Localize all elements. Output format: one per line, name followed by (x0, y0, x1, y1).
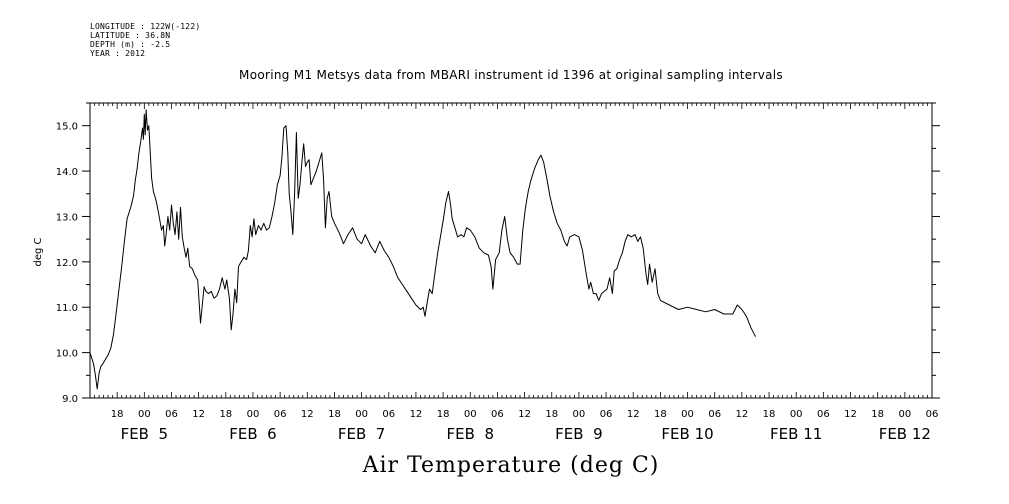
x-tick-label: 06 (817, 409, 830, 420)
x-axis-title: Air Temperature (deg C) (362, 453, 660, 478)
x-tick-label: 06 (274, 409, 287, 420)
x-tick-label: 06 (491, 409, 504, 420)
latitude-text: LATITUDE : 36.8N (90, 31, 171, 40)
x-day-label: FEB 9 (555, 425, 602, 443)
y-tick-label: 13.0 (56, 212, 78, 223)
y-axis-label: deg C (33, 237, 44, 266)
x-tick-label: 12 (844, 409, 857, 420)
x-tick-label: 18 (654, 409, 667, 420)
x-tick-label: 00 (355, 409, 368, 420)
y-tick-label: 15.0 (56, 122, 78, 133)
x-day-label: FEB 5 (121, 425, 168, 443)
x-tick-label: 00 (573, 409, 586, 420)
x-day-label: FEB 12 (879, 425, 931, 443)
series-layer (89, 109, 756, 390)
y-tick-label: 10.0 (56, 349, 78, 360)
x-tick-label: 06 (382, 409, 395, 420)
y-tick-label: 14.0 (56, 167, 78, 178)
x-tick-label: 18 (328, 409, 341, 420)
chart-title: Mooring M1 Metsys data from MBARI instru… (239, 68, 783, 82)
x-tick-label: 00 (681, 409, 694, 420)
x-day-label: FEB 6 (229, 425, 276, 443)
x-tick-label: 18 (111, 409, 124, 420)
station-metadata: LONGITUDE : 122W(-122) LATITUDE : 36.8N … (90, 22, 200, 58)
x-tick-label: 06 (926, 409, 939, 420)
x-day-label: FEB 11 (770, 425, 822, 443)
x-tick-label: 12 (410, 409, 423, 420)
x-tick-label: 18 (763, 409, 776, 420)
x-tick-label: 18 (219, 409, 232, 420)
x-tick-label: 06 (600, 409, 613, 420)
x-tick-label: 06 (165, 409, 178, 420)
x-tick-label: 00 (138, 409, 151, 420)
depth-text: DEPTH (m) : -2.5 (90, 40, 171, 49)
x-tick-label: 12 (627, 409, 640, 420)
x-axis: 18 00 06 12 18 00 06 12 18 00 06 12 18 00 06 12 18 00 06 12… (111, 409, 939, 443)
air-temperature-line-0 (89, 109, 756, 390)
x-tick-label: 00 (464, 409, 477, 420)
x-day-label: FEB 7 (338, 425, 385, 443)
x-tick-label: 18 (437, 409, 450, 420)
y-tick-label: 11.0 (56, 303, 78, 314)
y-tick-label: 9.0 (62, 394, 78, 405)
x-tick-label: 00 (247, 409, 260, 420)
year-text: YEAR : 2012 (90, 49, 146, 58)
x-day-label: FEB 10 (661, 425, 713, 443)
y-axis: 9.0 10.0 11.0 12.0 13.0 14.0 15.0 (56, 102, 940, 405)
x-tick-label: 18 (545, 409, 558, 420)
x-tick-label: 12 (192, 409, 205, 420)
plot-frame (89, 102, 933, 399)
x-tick-label: 12 (518, 409, 531, 420)
y-tick-label: 12.0 (56, 258, 78, 269)
x-day-label: FEB 8 (447, 425, 494, 443)
x-tick-label: 12 (301, 409, 314, 420)
x-tick-label: 00 (790, 409, 803, 420)
longitude-text: LONGITUDE : 122W(-122) (90, 22, 201, 31)
x-tick-label: 18 (871, 409, 884, 420)
x-tick-label: 00 (898, 409, 911, 420)
x-tick-label: 12 (736, 409, 749, 420)
x-tick-label: 06 (708, 409, 721, 420)
plot-border (89, 102, 933, 399)
